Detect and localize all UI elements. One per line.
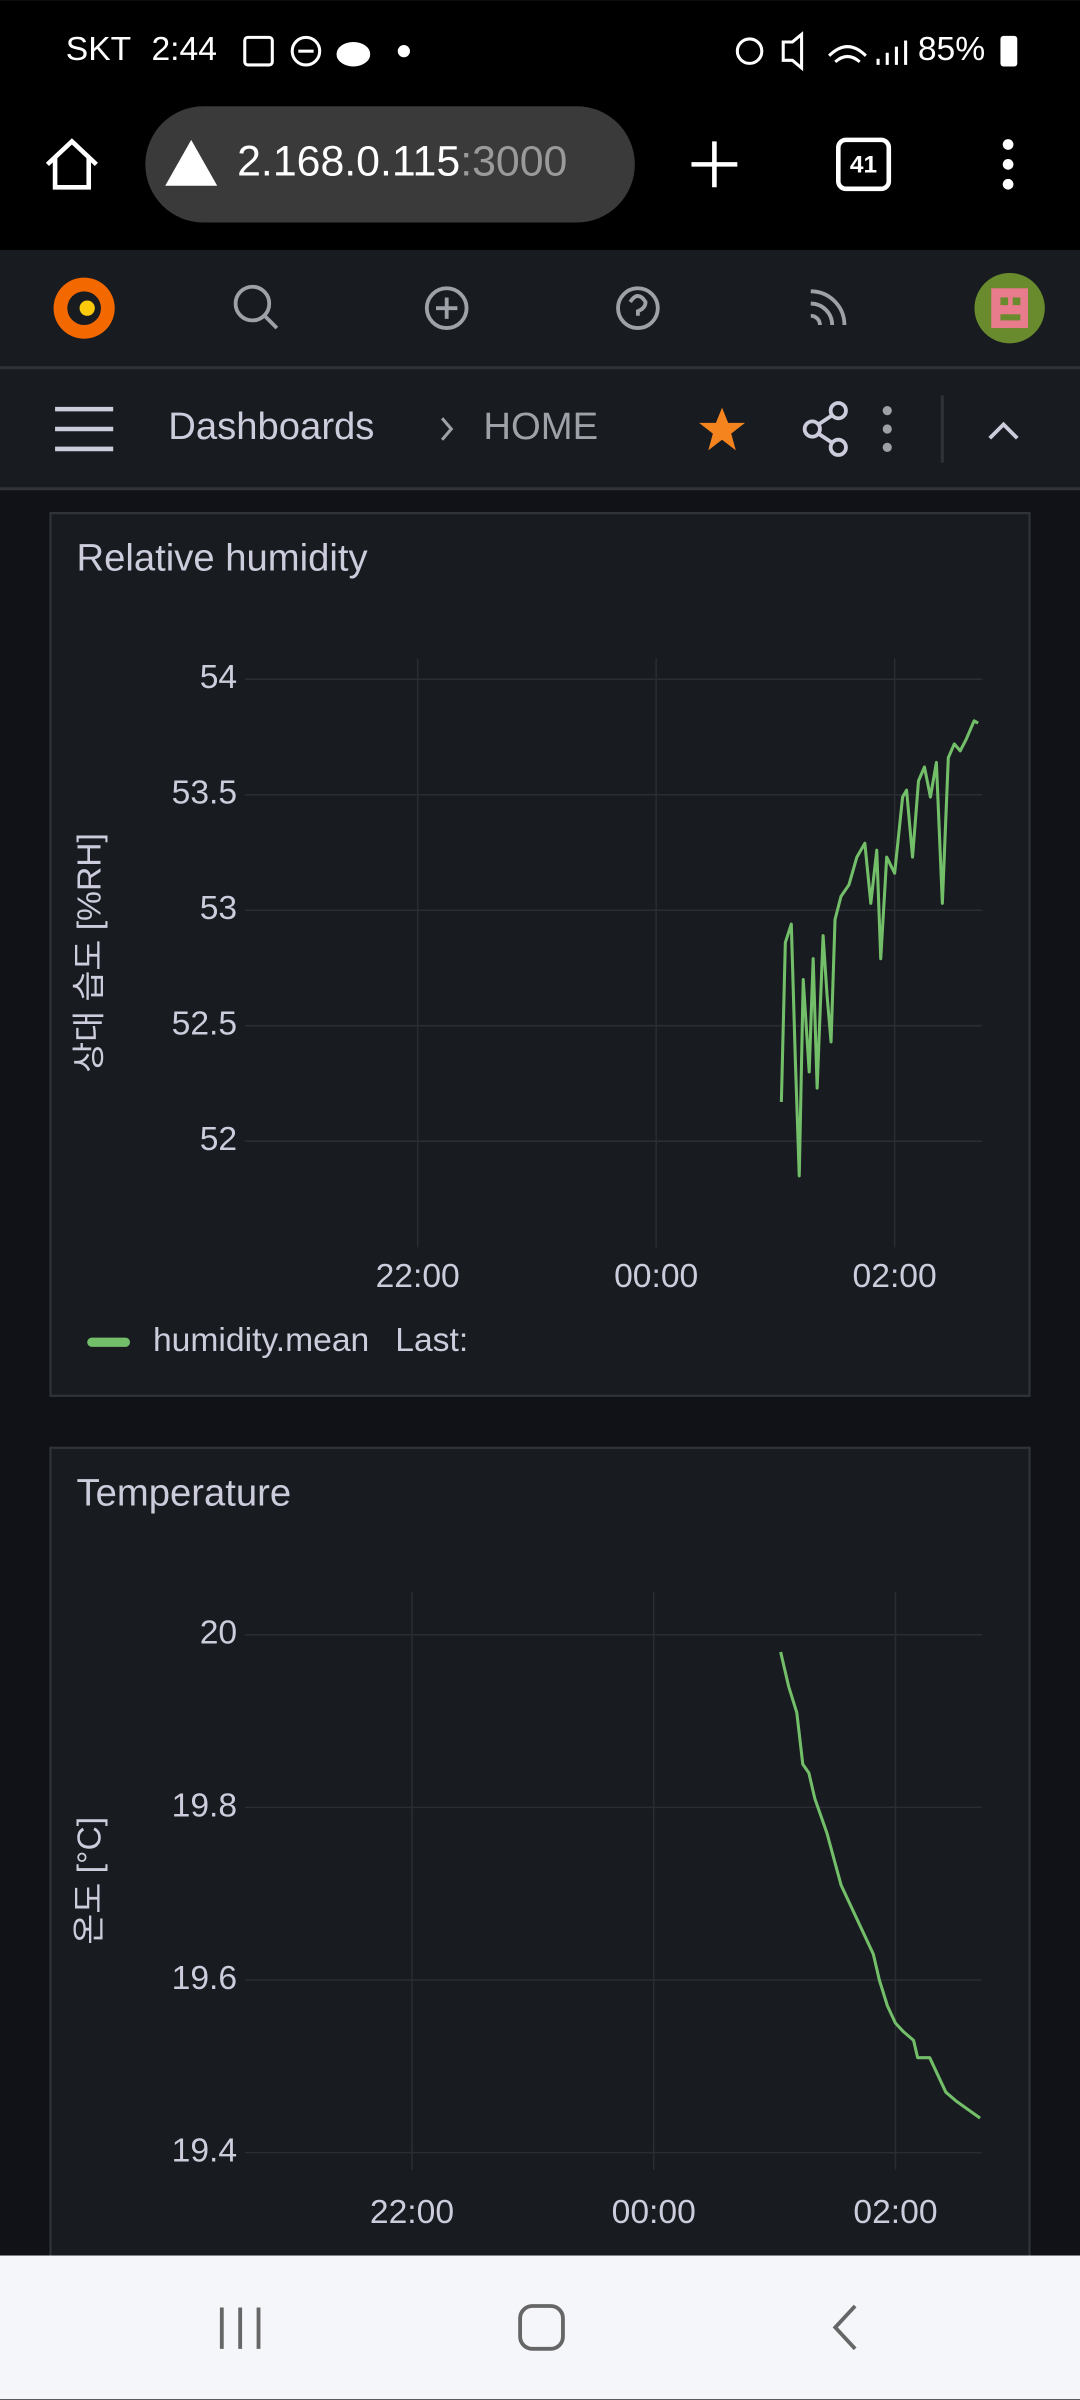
y-tick-label: 19.4 [172,2132,237,2169]
tabs-button[interactable] [836,137,892,192]
clock: 2:44 [151,31,216,68]
news-button[interactable] [810,289,847,326]
collapse-button[interactable] [988,421,1019,440]
url-host: 2.168.0.115 [237,138,460,186]
battery-level: 85% [918,31,985,68]
y-axis-label: 상대 습도 [%RH] [72,833,109,1073]
x-tick-label: 22:00 [370,2194,454,2231]
help-button[interactable] [616,286,660,330]
panel [49,1446,1031,2367]
y-tick-label: 52.5 [172,1006,237,1043]
menu-button[interactable] [1002,139,1014,190]
y-axis-label: 온도 [°C] [72,1817,109,1945]
y-tick-label: 20 [200,1615,237,1652]
y-tick-label: 19.6 [172,1960,237,1997]
carrier: SKT [66,31,131,68]
home-nav-button[interactable] [518,2304,565,2351]
recents-button[interactable] [219,2307,261,2349]
y-tick-label: 53 [200,890,237,927]
search-button[interactable] [233,284,279,330]
battery-icon [1000,35,1018,67]
breadcrumb-parent[interactable]: Dashboards [168,405,374,448]
y-tick-label: 19.8 [172,1787,237,1824]
status-icons [243,31,908,72]
y-tick-label: 54 [200,659,237,696]
y-tick-label: 53.5 [172,775,237,812]
top-nav [0,250,1080,368]
warning-icon [165,139,218,186]
y-tick-label: 52 [200,1121,237,1158]
nav-bar [0,2255,1080,2400]
create-button[interactable] [424,286,469,330]
x-tick-label: 02:00 [853,2194,937,2231]
legend-entry: humidity.mean [153,1322,369,1359]
more-button[interactable] [882,406,892,452]
series-line [779,1651,981,2120]
favorite-button[interactable] [699,407,745,451]
panel-title: Temperature [76,1471,291,1514]
url: 2.168.0.115:3000 [237,138,567,186]
breadcrumb-bar [0,369,1080,489]
legend-stat: Last: [395,1322,468,1359]
x-tick-label: 00:00 [612,2194,696,2231]
panel [49,511,1031,1397]
breadcrumb-current: HOME [483,405,598,448]
x-tick-label: 22:00 [376,1258,460,1295]
grafana-logo[interactable] [53,277,115,339]
x-tick-label: 00:00 [614,1258,698,1295]
menu-toggle[interactable] [55,406,114,452]
back-button[interactable] [832,2304,857,2351]
avatar[interactable] [974,272,1045,344]
tab-count: 41 [850,151,877,178]
home-button[interactable] [45,138,98,190]
x-tick-label: 02:00 [853,1258,937,1295]
charts: Relative humidity 상대 습도 [%RH] 52 52.5 53 53.5… [72,537,983,2231]
panel-title: Relative humidity [76,537,368,580]
new-tab-button[interactable] [691,141,738,188]
series-line [779,719,979,1178]
share-button[interactable] [802,401,848,457]
url-bar[interactable] [145,106,635,223]
url-port: :3000 [460,138,567,186]
breadcrumb-separator [440,417,454,441]
